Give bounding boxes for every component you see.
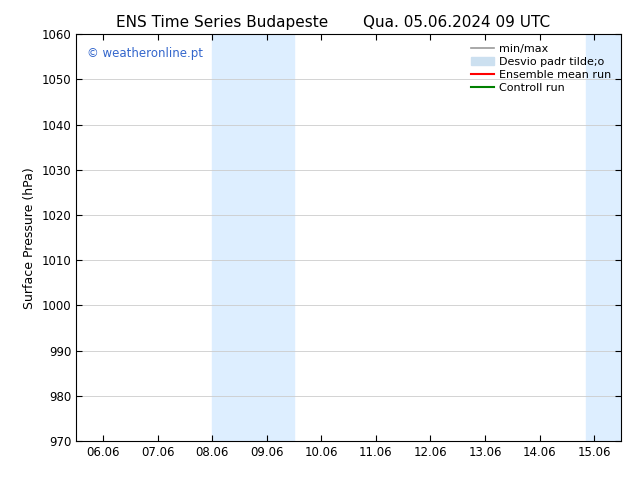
Text: Qua. 05.06.2024 09 UTC: Qua. 05.06.2024 09 UTC xyxy=(363,15,550,30)
Text: © weatheronline.pt: © weatheronline.pt xyxy=(87,47,203,59)
Text: ENS Time Series Budapeste: ENS Time Series Budapeste xyxy=(116,15,328,30)
Bar xyxy=(212,34,294,441)
Bar xyxy=(586,34,627,441)
Legend: min/max, Desvio padr tilde;o, Ensemble mean run, Controll run: min/max, Desvio padr tilde;o, Ensemble m… xyxy=(467,40,616,97)
Y-axis label: Surface Pressure (hPa): Surface Pressure (hPa) xyxy=(23,167,36,309)
